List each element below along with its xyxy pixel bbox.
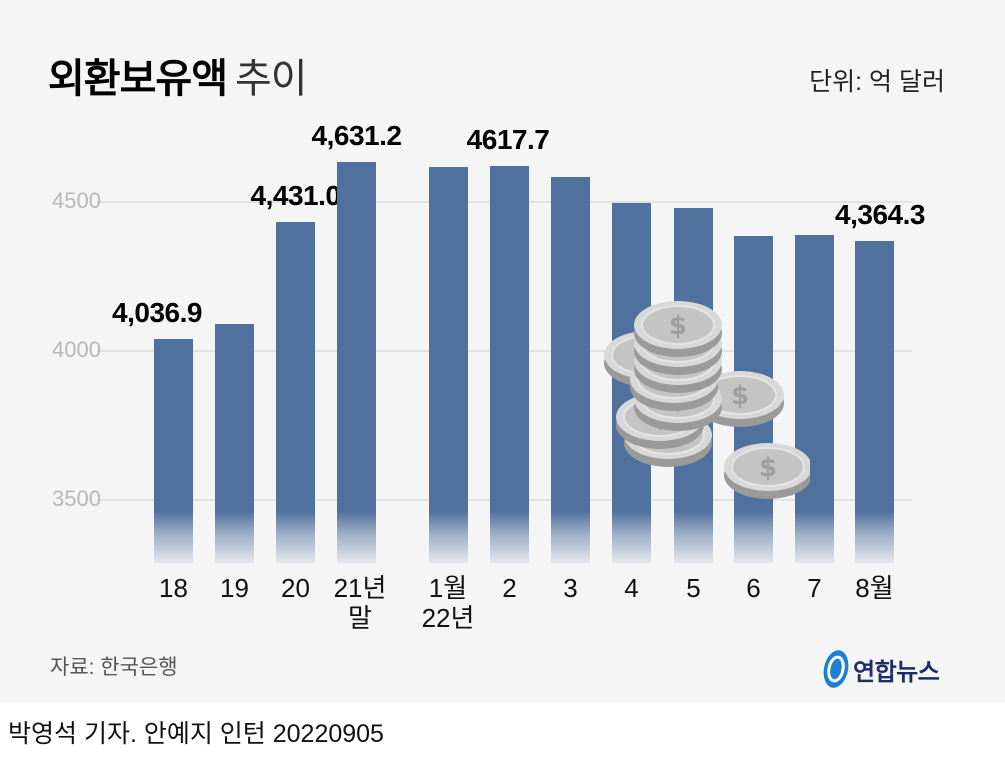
x-axis-label: 20	[281, 573, 310, 603]
silver-dollar-coins-icon: $	[603, 300, 810, 500]
value-label: 4,036.9	[112, 297, 202, 328]
x-label-line1: 7	[807, 573, 822, 603]
yonhap-globe-icon	[823, 650, 849, 688]
value-label: 4,364.3	[835, 199, 925, 231]
bar	[154, 339, 193, 563]
x-label-line1: 4	[624, 573, 639, 603]
value-label: 4,631.2	[311, 119, 402, 151]
x-axis-label: 3	[563, 573, 577, 603]
x-axis-label: 8월	[855, 573, 893, 603]
y-tick: 4000	[52, 337, 101, 362]
title-bold: 외환보유액	[48, 57, 228, 101]
x-label-line2: 말	[348, 603, 372, 633]
bar	[795, 234, 834, 563]
x-label-line1: 19	[220, 573, 249, 603]
x-label-line1: 21년	[333, 573, 387, 603]
title-light: 추이	[235, 57, 308, 101]
x-axis-label: 2	[502, 573, 516, 603]
source-label: 자료: 한국은행	[50, 656, 178, 679]
x-label-line1: 8월	[855, 573, 894, 603]
x-label-line1: 6	[746, 573, 761, 603]
x-label-line1: 3	[563, 573, 578, 603]
unit-label: 단위: 억 달러	[809, 68, 945, 96]
x-label-line1: 1월	[428, 573, 468, 603]
yonhap-logo: 연합뉴스	[822, 648, 940, 690]
bar	[551, 177, 590, 563]
x-axis-label: 7	[807, 573, 821, 603]
bar	[276, 221, 315, 563]
x-axis-label: 19	[220, 573, 249, 603]
x-label-line1: 20	[281, 573, 310, 603]
x-label-line1: 5	[686, 573, 701, 603]
logo-text: 연합뉴스	[853, 658, 940, 686]
value-label: 4,431.0	[250, 179, 341, 211]
x-label-line2: 22년	[421, 603, 475, 633]
y-tick: 3500	[52, 486, 101, 511]
x-axis-label: 6	[746, 573, 760, 603]
x-axis-label: 4	[624, 573, 638, 603]
y-tick: 4500	[52, 188, 101, 213]
bar	[429, 166, 468, 563]
x-axis-label: 1월 22년	[422, 573, 475, 633]
x-axis-label: 5	[686, 573, 700, 603]
x-label-line1: 2	[502, 573, 517, 603]
x-axis-label: 21년 말	[334, 573, 387, 633]
bar	[337, 161, 376, 563]
x-axis-label: 18	[159, 573, 188, 603]
bar	[490, 165, 529, 563]
x-label-line1: 18	[159, 573, 188, 603]
chart-title: 외환보유액 추이	[48, 46, 308, 104]
bar	[855, 241, 894, 563]
bar	[215, 323, 254, 563]
value-label: 4617.7	[466, 123, 550, 155]
byline: 박영석 기자. 안예지 인턴 20220905	[8, 720, 384, 748]
